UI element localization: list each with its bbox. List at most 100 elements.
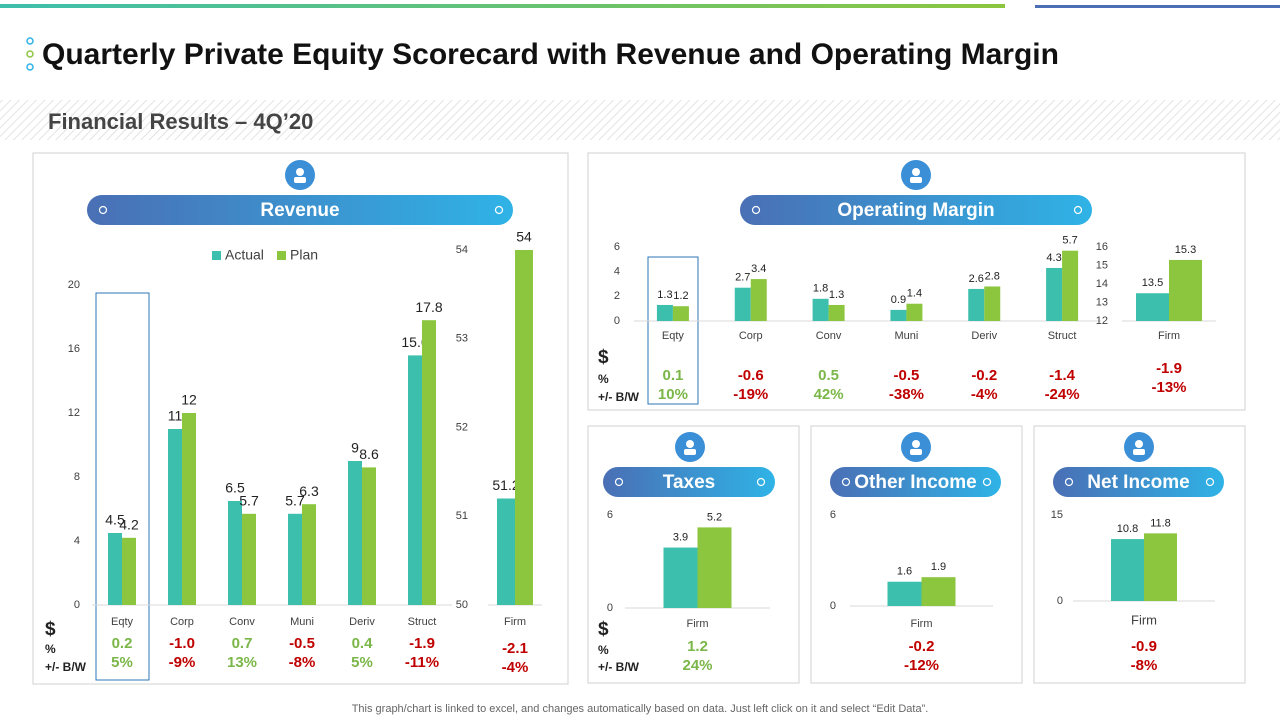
data-label: 5.7 — [1062, 235, 1077, 247]
bar — [828, 304, 845, 321]
data-label: 54 — [516, 229, 532, 245]
data-label: 6.5 — [225, 480, 245, 496]
bar — [1046, 267, 1063, 321]
icon-glyph — [910, 177, 922, 183]
variance-percent: 10% — [658, 386, 688, 403]
header-dot — [614, 477, 624, 487]
variance-percent: -12% — [904, 657, 939, 674]
top-bar — [0, 4, 1005, 8]
y-tick-label: 4 — [614, 266, 620, 278]
variance-dollar: -0.9 — [1131, 638, 1157, 655]
legend-swatch — [277, 251, 286, 260]
header-dot — [98, 205, 108, 215]
bar — [408, 355, 422, 605]
data-label: 1.3 — [829, 289, 844, 301]
bar — [1062, 250, 1079, 321]
x-tick-label: Eqty — [662, 330, 685, 342]
variance-percent: -38% — [889, 386, 924, 403]
header-dot — [1073, 205, 1083, 215]
x-tick-label: Conv — [229, 616, 255, 628]
panels — [32, 152, 1246, 685]
data-label: 1.3 — [657, 289, 672, 301]
data-label: 17.8 — [415, 299, 442, 315]
header-dot — [841, 477, 851, 487]
y-tick-label: 13 — [1096, 296, 1108, 308]
legend-swatch — [212, 251, 221, 260]
variance-row-label: +/- B/W — [45, 660, 87, 674]
data-label: 6.3 — [299, 483, 319, 499]
x-tick-label: Eqty — [111, 616, 134, 628]
data-label: 2.8 — [985, 270, 1000, 282]
panel-title: Taxes — [663, 472, 715, 493]
data-label: 5.2 — [707, 511, 722, 523]
variance-dollar: -0.5 — [893, 367, 919, 384]
bar — [497, 498, 515, 605]
data-label: 3.4 — [751, 263, 766, 275]
bar — [921, 577, 956, 606]
data-label: 5.7 — [239, 493, 259, 509]
y-tick-label: 16 — [68, 343, 80, 355]
y-tick-label: 4 — [74, 535, 80, 547]
icon-glyph — [686, 440, 694, 448]
data-label: 11 — [168, 408, 183, 424]
variance-percent: -4% — [971, 386, 998, 403]
data-label: 3.9 — [673, 531, 688, 543]
x-tick-label: Firm — [687, 618, 709, 630]
y-tick-label: 8 — [74, 471, 80, 483]
bar — [750, 279, 767, 321]
x-tick-label: Firm — [1158, 330, 1180, 342]
data-label: 12 — [181, 392, 197, 408]
y-tick-label: 16 — [1096, 241, 1108, 253]
bar — [168, 429, 182, 605]
variance-dollar: -2.1 — [502, 640, 528, 657]
y-tick-label: 54 — [456, 244, 468, 256]
x-tick-label: Struct — [1048, 330, 1077, 342]
header-dot — [982, 477, 992, 487]
title: Quarterly Private Equity Scorecard with … — [42, 38, 1059, 71]
variance-percent: 5% — [111, 654, 133, 671]
icon-glyph — [910, 449, 922, 455]
x-tick-label: Conv — [816, 330, 842, 342]
variance-row-label: $ — [45, 619, 56, 640]
subtitle-band — [0, 100, 1280, 140]
data-label: 1.2 — [673, 290, 688, 302]
panel-header — [1053, 467, 1224, 497]
variance-dollar: -0.2 — [909, 638, 935, 655]
icon-glyph — [296, 168, 304, 176]
panel-header — [740, 195, 1092, 225]
variance-percent: 5% — [351, 654, 373, 671]
y-tick-label: 15 — [1096, 259, 1108, 271]
x-tick-label: Corp — [170, 616, 194, 628]
data-label: 4.3 — [1046, 252, 1061, 264]
highlight — [95, 256, 699, 681]
bar — [302, 504, 316, 605]
data-label: 1.6 — [897, 566, 912, 578]
data-label: 8.6 — [359, 446, 379, 462]
legend-label: Actual — [225, 247, 264, 263]
bar — [663, 547, 698, 608]
bar — [812, 298, 829, 321]
bar — [122, 537, 136, 605]
data-label: 9 — [351, 440, 359, 456]
legend-label: Plan — [290, 247, 318, 263]
x-tick-label: Struct — [408, 616, 437, 628]
x-tick-label: Firm — [911, 618, 933, 630]
y-tick-label: 0 — [1057, 595, 1063, 607]
bar — [515, 250, 533, 605]
header-dot — [1205, 477, 1215, 487]
bar — [1169, 259, 1202, 321]
variance-dollar: -1.0 — [169, 635, 195, 652]
bar — [422, 320, 436, 605]
variance-percent: 42% — [814, 386, 844, 403]
variance-row-label: +/- B/W — [598, 390, 640, 404]
variance-percent: -24% — [1045, 386, 1080, 403]
bar — [242, 513, 256, 605]
data-label: 2.6 — [969, 273, 984, 285]
variance-percent: 13% — [227, 654, 257, 671]
header-dot — [494, 205, 504, 215]
icon-glyph — [912, 440, 920, 448]
data-label: 0.9 — [891, 294, 906, 306]
data-label: 5.7 — [285, 493, 305, 509]
variance-dollar: -0.2 — [971, 367, 997, 384]
bar — [182, 413, 196, 605]
